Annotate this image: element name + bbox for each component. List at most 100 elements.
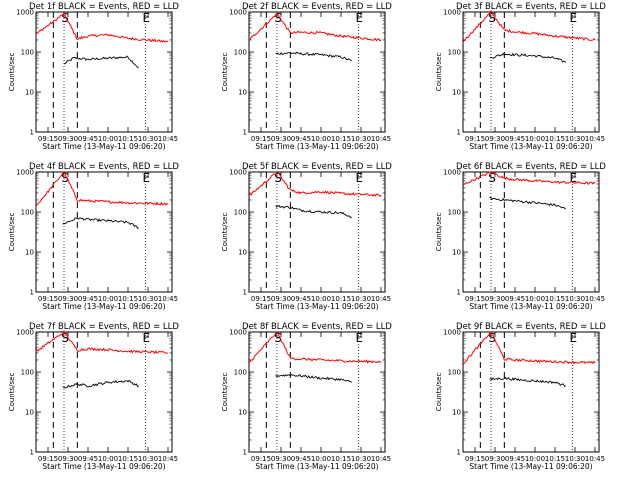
series-lld-line <box>462 331 596 365</box>
x-axis-label: Start Time (13-May-11 09:06:20) <box>42 462 165 471</box>
x-tick-label: 10:00 <box>311 455 331 463</box>
y-tick-label: 10 <box>452 249 461 257</box>
x-tick-label: 09:15 <box>251 455 271 463</box>
x-tick-label: 09:30 <box>58 455 78 463</box>
marker-s: S <box>61 331 69 345</box>
plot-frame <box>35 171 173 293</box>
x-tick-label: 10:30 <box>351 295 371 303</box>
y-tick-label: 10 <box>452 89 461 97</box>
x-axis-label: Start Time (13-May-11 09:06:20) <box>255 142 378 151</box>
y-tick-label: 1 <box>457 449 461 457</box>
x-tick-label: 09:30 <box>58 295 78 303</box>
marker-s: S <box>488 171 496 185</box>
x-tick-label: 09:15 <box>38 135 58 143</box>
chart-panel-8: Det 8f BLACK = Events, RED = LLD 1 10 100 10… <box>221 322 392 471</box>
y-tick-label: 100 <box>234 209 247 217</box>
y-tick-label: 1 <box>30 449 34 457</box>
x-tick-label: 09:45 <box>505 455 525 463</box>
y-tick-label: 10 <box>238 249 247 257</box>
y-axis-label: Counts/sec <box>221 53 229 92</box>
chart-title: Det 4f BLACK = Events, RED = LLD <box>29 162 179 172</box>
y-tick-label: 100 <box>234 49 247 57</box>
y-axis-label: Counts/sec <box>8 53 16 92</box>
x-tick-label: 10:45 <box>158 455 178 463</box>
chart-panel-2: Det 2f BLACK = Events, RED = LLD 1 10 100 10… <box>221 2 392 151</box>
chart-panel-5: Det 5f BLACK = Events, RED = LLD 1 10 100 10… <box>221 162 392 311</box>
y-tick-label: 100 <box>448 49 461 57</box>
series-lld-line <box>462 10 596 43</box>
x-tick-label: 10:30 <box>138 135 158 143</box>
y-tick-label: 1000 <box>229 329 247 337</box>
x-axis-label: Start Time (13-May-11 09:06:20) <box>469 302 592 311</box>
series-events-line <box>275 51 352 62</box>
x-tick-label: 09:30 <box>485 135 505 143</box>
plot-frame <box>248 171 386 293</box>
y-tick-label: 1000 <box>16 169 34 177</box>
y-tick-label: 1 <box>30 289 34 297</box>
x-tick-label: 09:15 <box>251 135 271 143</box>
x-tick-label: 10:45 <box>371 455 391 463</box>
x-axis-label: Start Time (13-May-11 09:06:20) <box>42 302 165 311</box>
chart-panel-6: Det 6f BLACK = Events, RED = LLD 1 10 100 10… <box>435 162 606 311</box>
marker-s: S <box>488 331 496 345</box>
x-tick-label: 09:45 <box>291 455 311 463</box>
y-tick-label: 1 <box>243 449 247 457</box>
x-tick-label: 10:30 <box>351 455 371 463</box>
x-tick-label: 10:45 <box>158 135 178 143</box>
x-tick-label: 10:00 <box>311 135 331 143</box>
x-tick-label: 10:00 <box>98 455 118 463</box>
x-tick-label: 09:15 <box>465 295 485 303</box>
series-events-line <box>489 376 566 388</box>
series-events-line <box>63 55 139 69</box>
x-tick-label: 10:00 <box>98 135 118 143</box>
y-tick-label: 10 <box>452 409 461 417</box>
x-axis-label: Start Time (13-May-11 09:06:20) <box>42 142 165 151</box>
series-lld-line <box>35 171 169 207</box>
x-axis-label: Start Time (13-May-11 09:06:20) <box>255 462 378 471</box>
x-tick-label: 09:15 <box>251 295 271 303</box>
y-tick-label: 10 <box>238 409 247 417</box>
x-tick-label: 09:45 <box>505 135 525 143</box>
y-tick-label: 1000 <box>16 329 34 337</box>
marker-s: S <box>61 11 69 25</box>
plot-frame <box>248 11 386 133</box>
marker-s: S <box>274 331 282 345</box>
chart-title: Det 6f BLACK = Events, RED = LLD <box>456 162 606 172</box>
y-tick-label: 10 <box>25 249 34 257</box>
y-tick-label: 100 <box>21 209 34 217</box>
y-tick-label: 100 <box>448 209 461 217</box>
x-tick-label: 10:15 <box>118 295 138 303</box>
x-tick-label: 10:30 <box>565 295 585 303</box>
y-tick-label: 1000 <box>443 9 461 17</box>
series-lld-line <box>248 331 382 364</box>
marker-s: S <box>274 11 282 25</box>
y-axis-label: Counts/sec <box>435 373 443 412</box>
y-axis-label: Counts/sec <box>221 213 229 252</box>
y-tick-label: 1000 <box>16 9 34 17</box>
x-tick-label: 09:45 <box>78 135 98 143</box>
marker-e: E <box>356 331 364 345</box>
plot-frame <box>462 331 600 453</box>
series-events-line <box>275 374 352 383</box>
y-tick-label: 1 <box>457 289 461 297</box>
x-tick-label: 10:30 <box>565 455 585 463</box>
x-tick-label: 09:45 <box>78 455 98 463</box>
x-tick-label: 10:15 <box>331 135 351 143</box>
y-axis-label: Counts/sec <box>8 373 16 412</box>
y-tick-label: 1000 <box>443 169 461 177</box>
marker-e: E <box>570 171 578 185</box>
plot-frame <box>248 331 386 453</box>
marker-e: E <box>356 11 364 25</box>
y-tick-label: 100 <box>21 369 34 377</box>
marker-e: E <box>356 171 364 185</box>
marker-s: S <box>274 171 282 185</box>
x-tick-label: 09:15 <box>38 455 58 463</box>
y-tick-label: 100 <box>21 49 34 57</box>
plot-frame <box>462 11 600 133</box>
x-tick-label: 10:45 <box>371 295 391 303</box>
marker-e: E <box>570 11 578 25</box>
x-tick-label: 10:15 <box>118 455 138 463</box>
series-lld-line <box>462 171 596 186</box>
